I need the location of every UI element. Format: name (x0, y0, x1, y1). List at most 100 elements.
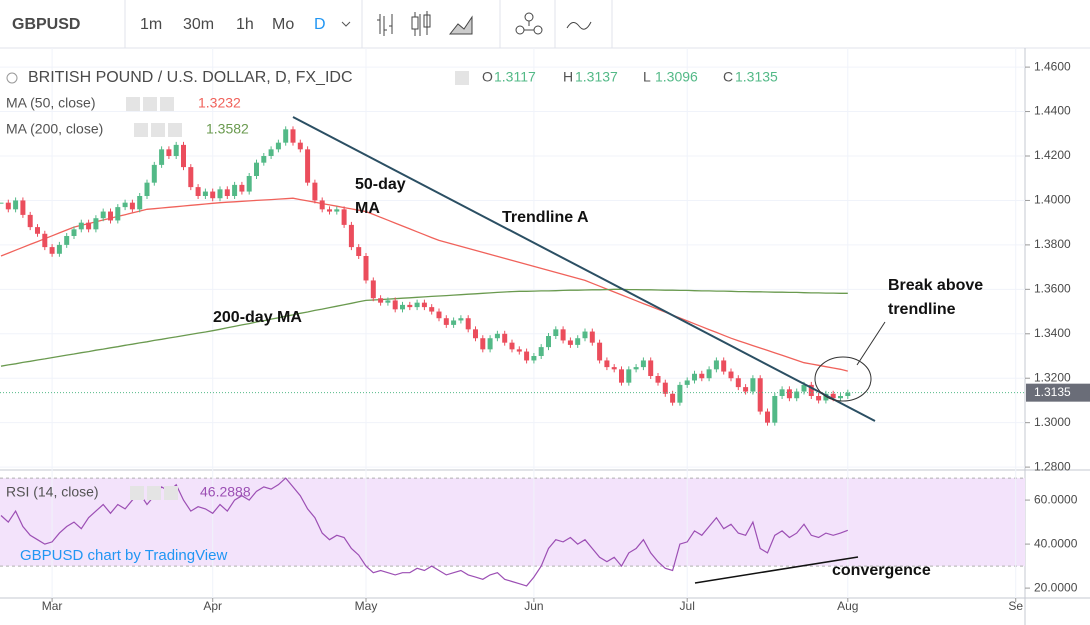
x-tick-label: Apr (203, 599, 222, 613)
candle (261, 156, 267, 163)
candle (794, 391, 800, 399)
chevron[interactable] (341, 21, 351, 27)
y-tick-label: 60.0000 (1034, 492, 1078, 506)
candle (20, 200, 26, 215)
x-tick-label: Mar (42, 599, 63, 613)
candle (480, 338, 486, 350)
interval-active[interactable]: D (314, 16, 326, 33)
chart-title: BRITISH POUND / U.S. DOLLAR, D, FX_IDC (28, 69, 353, 86)
candle-icon[interactable] (411, 11, 431, 36)
candle (421, 302, 427, 308)
annotation: 200-day MA (213, 309, 302, 326)
legend-icon[interactable] (168, 123, 182, 137)
candle (735, 378, 741, 388)
interval[interactable]: 1m (140, 16, 162, 33)
candle (122, 202, 128, 208)
candle (290, 129, 296, 143)
y-tick-label: 1.4600 (1034, 59, 1071, 73)
legend-icon[interactable] (147, 486, 161, 500)
candle (524, 351, 530, 361)
overlay-layer: BRITISH POUND / U.S. DOLLAR, D, FX_IDC O 1… (6, 69, 983, 584)
candle (27, 214, 33, 228)
candle (633, 367, 639, 370)
last-price-box (1026, 383, 1090, 402)
candle (210, 191, 216, 199)
legend-icon[interactable] (455, 71, 469, 85)
candle (254, 162, 259, 176)
convergence-line (694, 556, 859, 584)
last-price-label: 1.3135 (1034, 385, 1071, 399)
candle (597, 342, 603, 361)
y-tick-label: 1.4000 (1034, 193, 1071, 207)
candle (370, 280, 376, 299)
interval[interactable]: Mo (272, 16, 294, 33)
area-icon[interactable] (448, 15, 473, 35)
candle (604, 360, 610, 368)
candle (49, 247, 55, 254)
candle (772, 396, 778, 423)
candle (560, 329, 566, 341)
legend-icon[interactable] (143, 97, 157, 111)
candle (502, 333, 508, 343)
candle (830, 393, 836, 399)
legend-value: 46.2888 (200, 484, 251, 500)
candle (217, 189, 223, 199)
candle (297, 142, 303, 150)
x-tick-label: Jun (524, 599, 543, 613)
candle (516, 349, 522, 352)
legend-name: MA (200, close) (6, 121, 103, 137)
candle (71, 229, 77, 236)
candle (816, 396, 822, 401)
candle (750, 378, 756, 392)
candle (173, 144, 179, 156)
trendline[interactable] (292, 116, 876, 422)
y-tick-label: 20.0000 (1034, 580, 1078, 594)
candle (35, 227, 40, 234)
candle (655, 376, 661, 383)
annotation: Break above (888, 277, 983, 294)
legend-icon[interactable] (134, 123, 148, 137)
candle (706, 369, 712, 379)
compare-icon[interactable] (515, 12, 543, 35)
symbol[interactable]: GBPUSD (12, 16, 80, 33)
candle (677, 384, 683, 403)
ohlc-value: 1.3117 (494, 69, 536, 85)
moving-average (0, 197, 848, 372)
candle (334, 209, 340, 212)
candle (531, 356, 537, 361)
candle (553, 329, 559, 336)
y-tick-label: 1.2800 (1034, 459, 1071, 473)
candle (743, 387, 749, 392)
candle (86, 222, 92, 230)
interval[interactable]: 1h (236, 16, 254, 33)
ohlc-label: O (482, 69, 493, 85)
interval[interactable]: 30m (183, 16, 214, 33)
y-tick-label: 1.3600 (1034, 282, 1071, 296)
candle (356, 247, 362, 256)
legend-icon[interactable] (130, 486, 144, 500)
candle (765, 411, 770, 423)
candle (473, 329, 478, 339)
candle (684, 380, 690, 385)
candle (202, 191, 208, 196)
bar-icon[interactable] (377, 14, 393, 36)
candle (808, 384, 814, 396)
candle (443, 318, 449, 325)
annotation: MA (355, 200, 380, 217)
legend-icon[interactable] (164, 486, 178, 500)
callout-circle (814, 356, 872, 402)
indicators-icon[interactable] (566, 21, 592, 30)
candle (728, 371, 734, 379)
candle (670, 393, 676, 403)
candle (640, 360, 646, 368)
legend-value: 1.3232 (198, 95, 241, 111)
candle (13, 200, 19, 210)
legend-icon[interactable] (160, 97, 174, 111)
candle (721, 360, 727, 372)
legend-icon[interactable] (151, 123, 165, 137)
candle (509, 342, 515, 350)
candle (268, 149, 274, 156)
candle (801, 384, 807, 392)
legend-icon[interactable] (126, 97, 140, 111)
candle (465, 318, 471, 330)
